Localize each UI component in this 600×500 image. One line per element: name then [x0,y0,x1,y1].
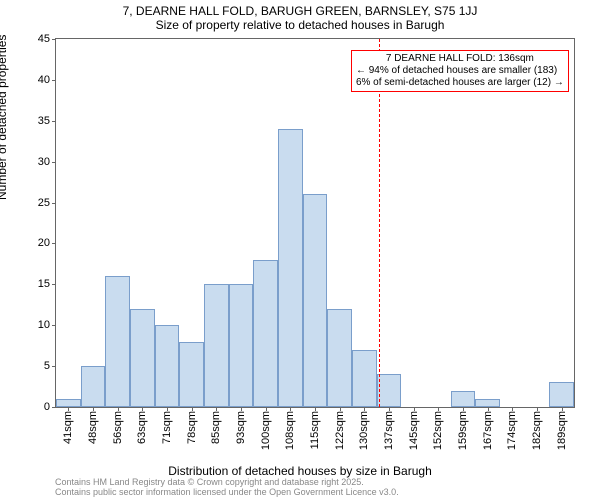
histogram-bar [475,399,500,407]
x-tick-label: 85sqm [210,407,222,444]
footer-line-2: Contains public sector information licen… [55,488,399,498]
x-tick-label: 167sqm [482,407,494,450]
histogram-bar [253,260,278,407]
x-tick-label: 152sqm [432,407,444,450]
histogram-bar [278,129,303,407]
title-line-2: Size of property relative to detached ho… [0,18,600,32]
x-tick-label: 56sqm [112,407,124,444]
footer-attribution: Contains HM Land Registry data © Crown c… [55,478,399,498]
callout-line: 6% of semi-detached houses are larger (1… [356,77,564,89]
histogram-bar [204,284,229,407]
x-tick-label: 145sqm [408,407,420,450]
chart-title: 7, DEARNE HALL FOLD, BARUGH GREEN, BARNS… [0,4,600,32]
histogram-bar [327,309,352,407]
histogram-bar [81,366,106,407]
plot-area: 05101520253035404541sqm48sqm56sqm63sqm71… [55,38,575,408]
x-tick-label: 159sqm [457,407,469,450]
x-tick-label: 189sqm [556,407,568,450]
reference-marker-line [379,39,380,407]
histogram-bar [155,325,180,407]
histogram-bar [105,276,130,407]
histogram-bar [451,391,476,407]
histogram-bar [56,399,81,407]
x-tick-label: 108sqm [284,407,296,450]
x-tick-label: 122sqm [334,407,346,450]
callout-line: ← 94% of detached houses are smaller (18… [356,65,564,77]
x-tick-label: 137sqm [383,407,395,450]
x-tick-label: 100sqm [260,407,272,450]
x-tick-label: 174sqm [506,407,518,450]
x-tick-label: 78sqm [186,407,198,444]
y-axis-label: Number of detached properties [0,35,9,200]
x-tick-label: 115sqm [309,407,321,449]
histogram-bar [303,194,328,407]
x-tick-label: 41sqm [62,407,74,444]
title-line-1: 7, DEARNE HALL FOLD, BARUGH GREEN, BARNS… [0,4,600,18]
x-tick-label: 130sqm [358,407,370,450]
x-tick-label: 48sqm [87,407,99,444]
histogram-bar [352,350,377,407]
histogram-bar [229,284,254,407]
histogram-bar [130,309,155,407]
chart-container: 7, DEARNE HALL FOLD, BARUGH GREEN, BARNS… [0,0,600,500]
callout-box: 7 DEARNE HALL FOLD: 136sqm← 94% of detac… [351,50,569,92]
histogram-bar [377,374,402,407]
x-axis-label: Distribution of detached houses by size … [0,464,600,478]
x-tick-label: 71sqm [161,407,173,444]
histogram-bar [549,382,574,407]
x-tick-label: 63sqm [136,407,148,444]
callout-line: 7 DEARNE HALL FOLD: 136sqm [356,53,564,65]
histogram-bar [179,342,204,407]
x-tick-label: 182sqm [531,407,543,450]
x-tick-label: 93sqm [235,407,247,444]
